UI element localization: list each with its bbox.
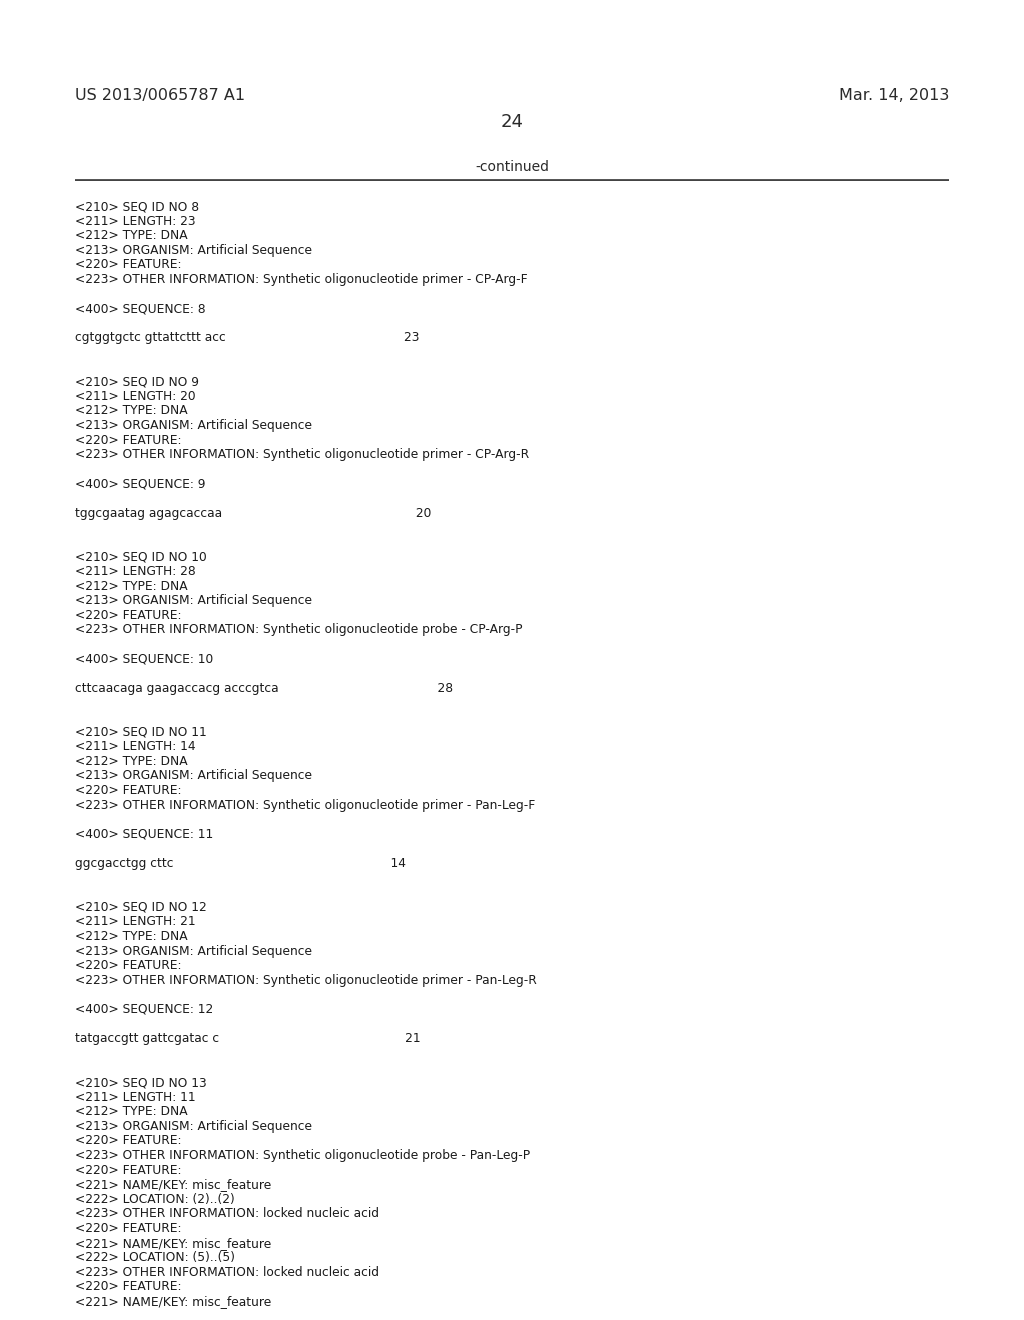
Text: <220> FEATURE:: <220> FEATURE: <box>75 1280 181 1294</box>
Text: US 2013/0065787 A1: US 2013/0065787 A1 <box>75 88 245 103</box>
Text: cgtggtgctc gttattcttt acc                                              23: cgtggtgctc gttattcttt acc 23 <box>75 331 420 345</box>
Text: <213> ORGANISM: Artificial Sequence: <213> ORGANISM: Artificial Sequence <box>75 594 312 607</box>
Text: cttcaacaga gaagaccacg acccgtca                                         28: cttcaacaga gaagaccacg acccgtca 28 <box>75 682 454 694</box>
Text: <220> FEATURE:: <220> FEATURE: <box>75 1164 181 1176</box>
Text: <220> FEATURE:: <220> FEATURE: <box>75 960 181 973</box>
Text: <220> FEATURE:: <220> FEATURE: <box>75 433 181 446</box>
Text: -continued: -continued <box>475 160 549 174</box>
Text: <213> ORGANISM: Artificial Sequence: <213> ORGANISM: Artificial Sequence <box>75 1119 312 1133</box>
Text: <221> NAME/KEY: misc_feature: <221> NAME/KEY: misc_feature <box>75 1237 271 1250</box>
Text: <223> OTHER INFORMATION: locked nucleic acid: <223> OTHER INFORMATION: locked nucleic … <box>75 1266 379 1279</box>
Text: <223> OTHER INFORMATION: Synthetic oligonucleotide primer - CP-Arg-R: <223> OTHER INFORMATION: Synthetic oligo… <box>75 449 529 461</box>
Text: <212> TYPE: DNA: <212> TYPE: DNA <box>75 404 187 417</box>
Text: <211> LENGTH: 14: <211> LENGTH: 14 <box>75 741 196 754</box>
Text: <223> OTHER INFORMATION: Synthetic oligonucleotide primer - Pan-Leg-R: <223> OTHER INFORMATION: Synthetic oligo… <box>75 974 537 987</box>
Text: <220> FEATURE:: <220> FEATURE: <box>75 1222 181 1236</box>
Text: <213> ORGANISM: Artificial Sequence: <213> ORGANISM: Artificial Sequence <box>75 770 312 783</box>
Text: <213> ORGANISM: Artificial Sequence: <213> ORGANISM: Artificial Sequence <box>75 244 312 257</box>
Text: <210> SEQ ID NO 10: <210> SEQ ID NO 10 <box>75 550 207 564</box>
Text: <222> LOCATION: (5)..(5): <222> LOCATION: (5)..(5) <box>75 1251 234 1265</box>
Text: <400> SEQUENCE: 12: <400> SEQUENCE: 12 <box>75 1003 213 1016</box>
Text: <223> OTHER INFORMATION: Synthetic oligonucleotide probe - Pan-Leg-P: <223> OTHER INFORMATION: Synthetic oligo… <box>75 1148 530 1162</box>
Text: Mar. 14, 2013: Mar. 14, 2013 <box>839 88 949 103</box>
Text: <211> LENGTH: 21: <211> LENGTH: 21 <box>75 915 196 928</box>
Text: <220> FEATURE:: <220> FEATURE: <box>75 259 181 272</box>
Text: <213> ORGANISM: Artificial Sequence: <213> ORGANISM: Artificial Sequence <box>75 945 312 957</box>
Text: <220> FEATURE:: <220> FEATURE: <box>75 609 181 622</box>
Text: <211> LENGTH: 20: <211> LENGTH: 20 <box>75 389 196 403</box>
Text: <222> LOCATION: (2)..(2): <222> LOCATION: (2)..(2) <box>75 1193 234 1205</box>
Text: <211> LENGTH: 23: <211> LENGTH: 23 <box>75 215 196 227</box>
Text: <211> LENGTH: 11: <211> LENGTH: 11 <box>75 1090 196 1104</box>
Text: <400> SEQUENCE: 11: <400> SEQUENCE: 11 <box>75 828 213 841</box>
Text: ggcgacctgg cttc                                                        14: ggcgacctgg cttc 14 <box>75 857 406 870</box>
Text: <221> NAME/KEY: misc_feature: <221> NAME/KEY: misc_feature <box>75 1295 271 1308</box>
Text: <400> SEQUENCE: 10: <400> SEQUENCE: 10 <box>75 652 213 665</box>
Text: <212> TYPE: DNA: <212> TYPE: DNA <box>75 1105 187 1118</box>
Text: <223> OTHER INFORMATION: Synthetic oligonucleotide primer - CP-Arg-F: <223> OTHER INFORMATION: Synthetic oligo… <box>75 273 527 286</box>
Text: <223> OTHER INFORMATION: Synthetic oligonucleotide probe - CP-Arg-P: <223> OTHER INFORMATION: Synthetic oligo… <box>75 623 522 636</box>
Text: <213> ORGANISM: Artificial Sequence: <213> ORGANISM: Artificial Sequence <box>75 418 312 432</box>
Text: <210> SEQ ID NO 9: <210> SEQ ID NO 9 <box>75 375 199 388</box>
Text: tatgaccgtt gattcgatac c                                                21: tatgaccgtt gattcgatac c 21 <box>75 1032 421 1045</box>
Text: <400> SEQUENCE: 9: <400> SEQUENCE: 9 <box>75 478 206 491</box>
Text: <212> TYPE: DNA: <212> TYPE: DNA <box>75 931 187 942</box>
Text: <212> TYPE: DNA: <212> TYPE: DNA <box>75 755 187 768</box>
Text: 24: 24 <box>501 114 523 131</box>
Text: <211> LENGTH: 28: <211> LENGTH: 28 <box>75 565 196 578</box>
Text: <212> TYPE: DNA: <212> TYPE: DNA <box>75 230 187 242</box>
Text: <221> NAME/KEY: misc_feature: <221> NAME/KEY: misc_feature <box>75 1179 271 1191</box>
Text: <210> SEQ ID NO 8: <210> SEQ ID NO 8 <box>75 201 199 213</box>
Text: tggcgaatag agagcaccaa                                                  20: tggcgaatag agagcaccaa 20 <box>75 507 431 520</box>
Text: <210> SEQ ID NO 11: <210> SEQ ID NO 11 <box>75 726 207 739</box>
Text: <212> TYPE: DNA: <212> TYPE: DNA <box>75 579 187 593</box>
Text: <400> SEQUENCE: 8: <400> SEQUENCE: 8 <box>75 302 206 315</box>
Text: <223> OTHER INFORMATION: Synthetic oligonucleotide primer - Pan-Leg-F: <223> OTHER INFORMATION: Synthetic oligo… <box>75 799 536 812</box>
Text: <223> OTHER INFORMATION: locked nucleic acid: <223> OTHER INFORMATION: locked nucleic … <box>75 1208 379 1221</box>
Text: <210> SEQ ID NO 12: <210> SEQ ID NO 12 <box>75 900 207 913</box>
Text: <220> FEATURE:: <220> FEATURE: <box>75 784 181 797</box>
Text: <220> FEATURE:: <220> FEATURE: <box>75 1134 181 1147</box>
Text: <210> SEQ ID NO 13: <210> SEQ ID NO 13 <box>75 1076 207 1089</box>
